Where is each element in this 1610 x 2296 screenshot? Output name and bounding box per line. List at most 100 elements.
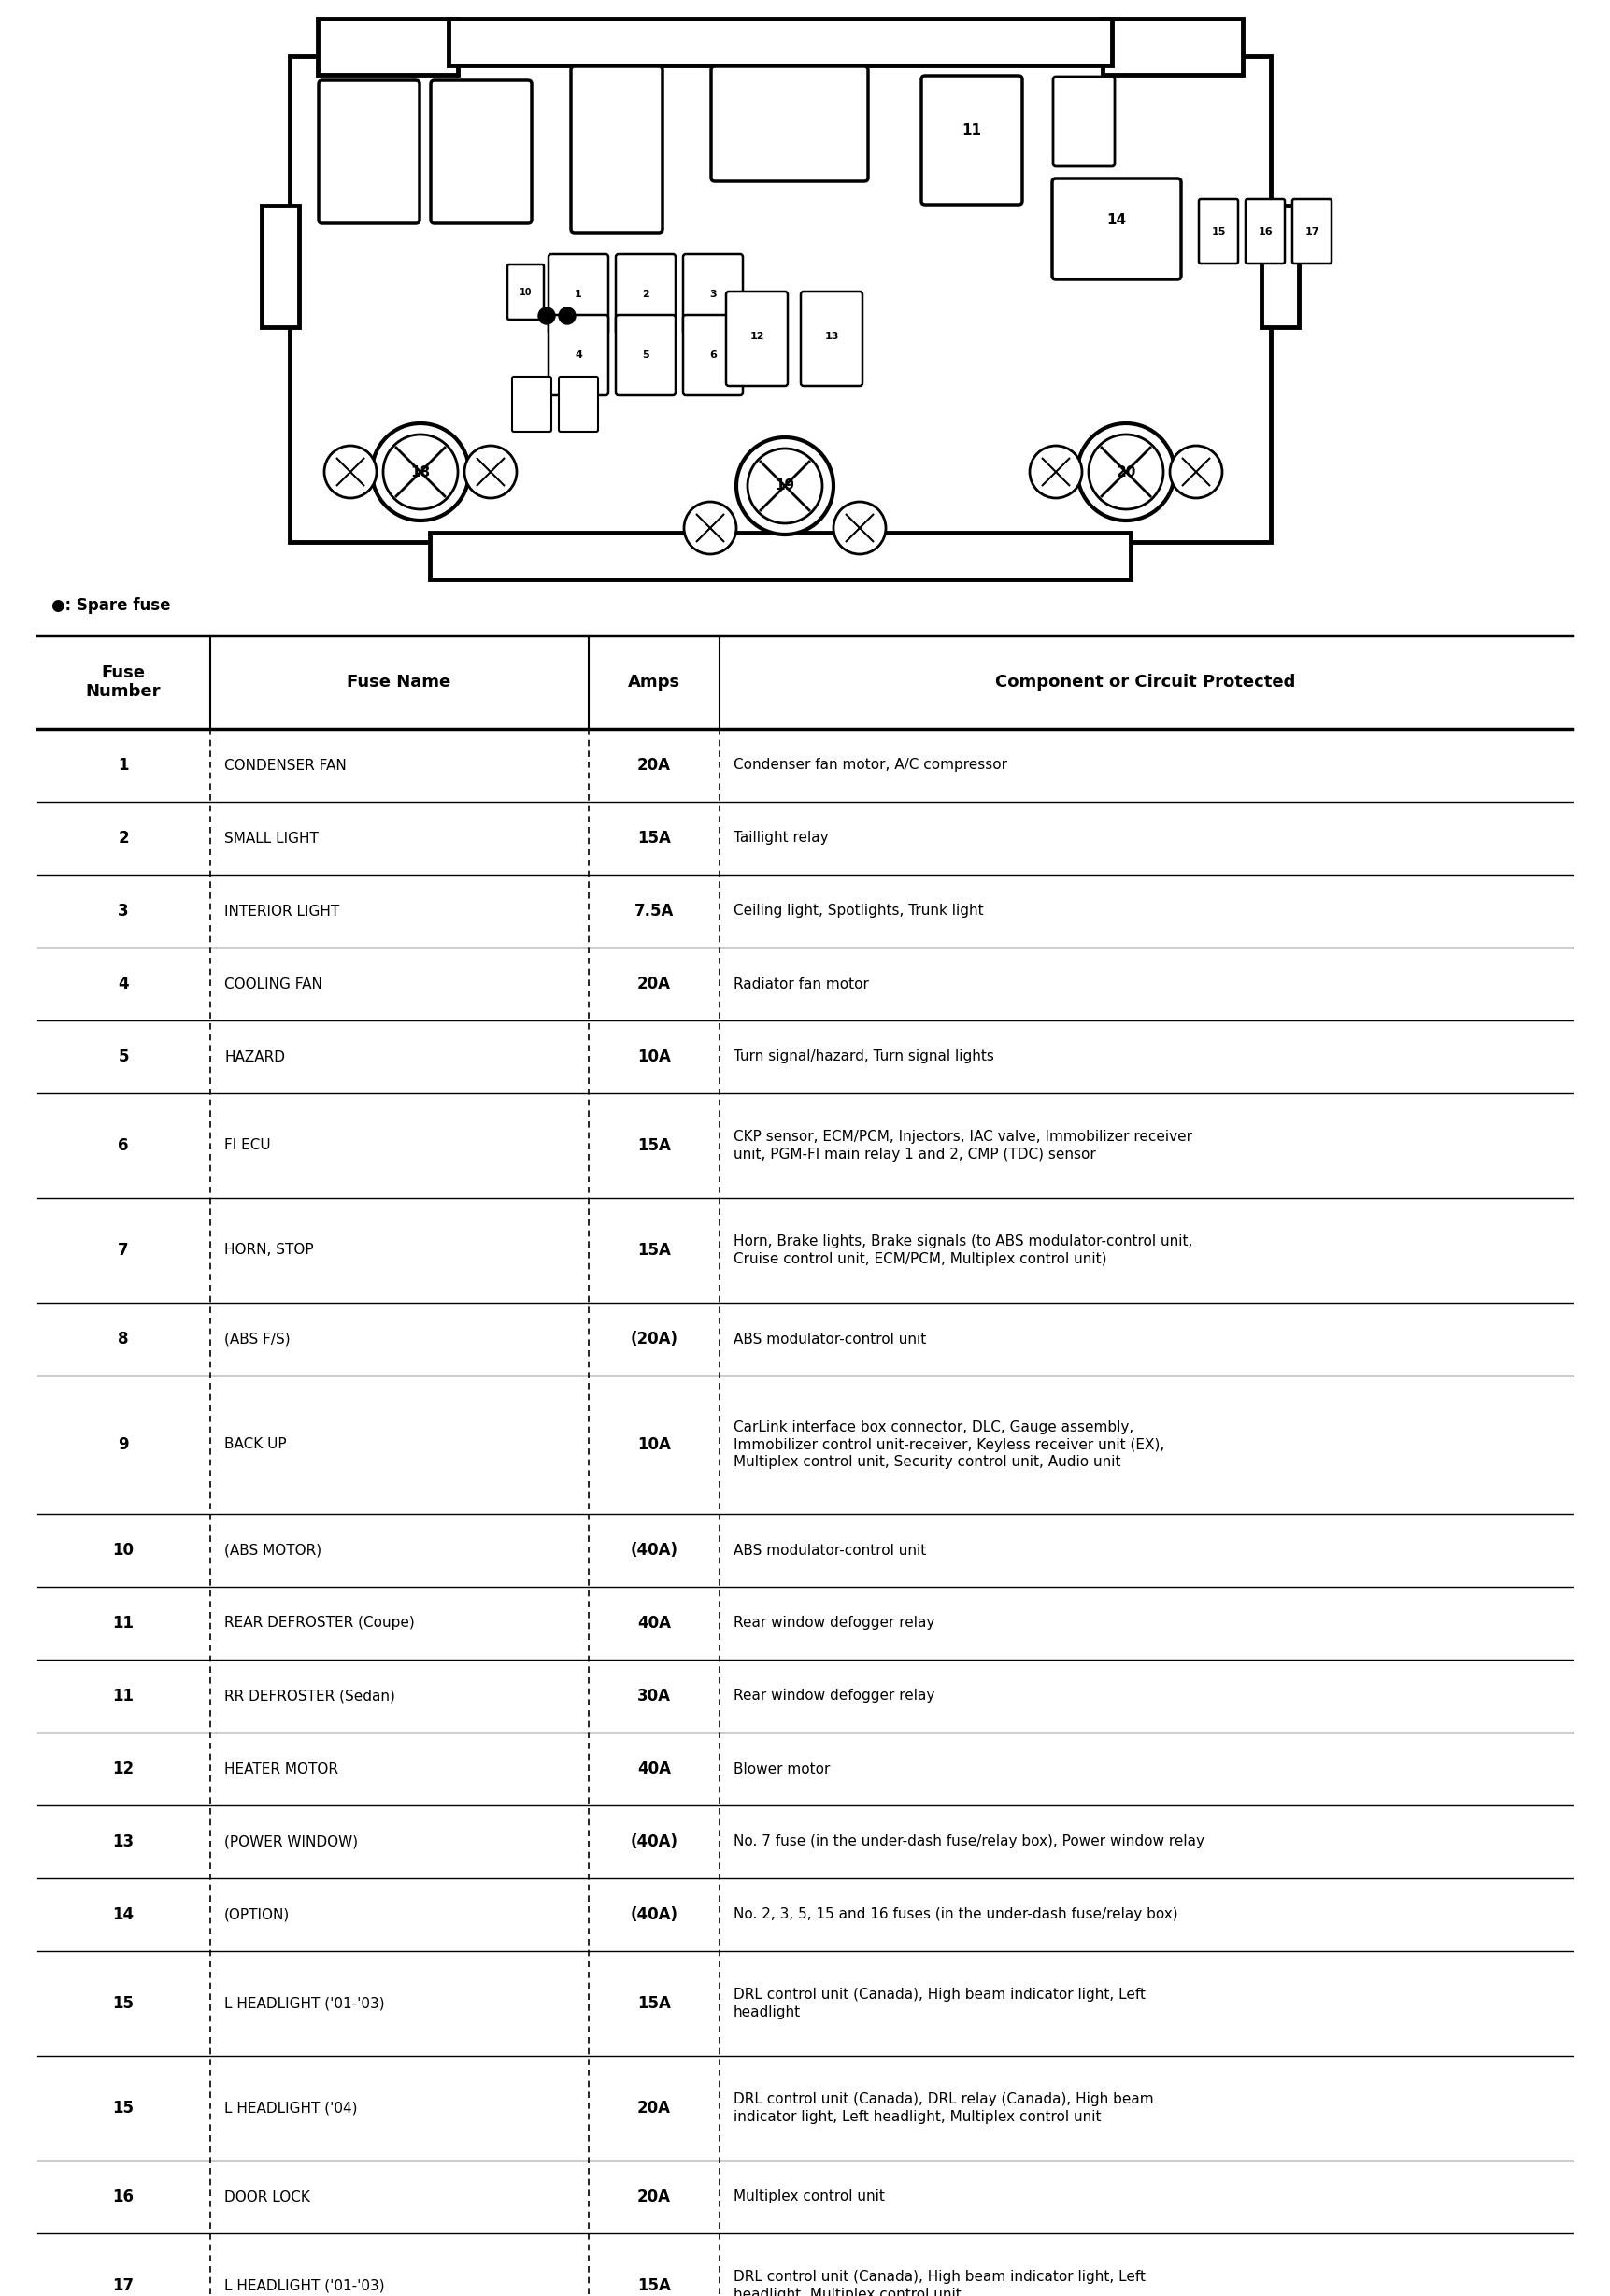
Text: 3: 3 [118,902,129,918]
Text: CKP sensor, ECM/PCM, Injectors, IAC valve, Immobilizer receiver
unit, PGM-FI mai: CKP sensor, ECM/PCM, Injectors, IAC valv… [734,1130,1193,1162]
Text: 16: 16 [1257,227,1272,236]
FancyBboxPatch shape [1053,179,1182,280]
Text: 11: 11 [113,1614,134,1632]
Text: HAZARD: HAZARD [224,1049,285,1063]
Text: 15: 15 [113,1995,134,2011]
Text: 2: 2 [118,829,129,847]
Text: 15A: 15A [638,2278,671,2294]
Text: 16: 16 [113,2188,134,2206]
Text: 13: 13 [113,1835,134,1851]
Circle shape [1088,434,1164,510]
Circle shape [464,445,517,498]
Text: 12: 12 [113,1761,134,1777]
Text: 14: 14 [1106,214,1127,227]
Text: Condenser fan motor, A/C compressor: Condenser fan motor, A/C compressor [734,758,1008,771]
Text: 1: 1 [575,289,583,298]
FancyBboxPatch shape [921,76,1022,204]
Text: REAR DEFROSTER (Coupe): REAR DEFROSTER (Coupe) [224,1616,415,1630]
Text: 15: 15 [1211,227,1225,236]
Text: 17: 17 [113,2278,134,2294]
Text: 20A: 20A [638,758,671,774]
Text: ABS modulator-control unit: ABS modulator-control unit [734,1543,926,1557]
Text: (OPTION): (OPTION) [224,1908,290,1922]
FancyBboxPatch shape [512,377,551,432]
Text: 6: 6 [118,1137,129,1155]
FancyBboxPatch shape [800,292,863,386]
Text: Taillight relay: Taillight relay [734,831,829,845]
Text: 4: 4 [118,976,129,992]
Circle shape [1170,445,1222,498]
Text: 10: 10 [520,287,533,296]
Text: Ceiling light, Spotlights, Trunk light: Ceiling light, Spotlights, Trunk light [734,905,984,918]
Text: Amps: Amps [628,673,681,691]
Text: L HEADLIGHT ('01-'03): L HEADLIGHT ('01-'03) [224,2278,385,2294]
Text: 9: 9 [118,1437,129,1453]
Text: RR DEFROSTER (Sedan): RR DEFROSTER (Sedan) [224,1690,394,1704]
Circle shape [1030,445,1082,498]
FancyBboxPatch shape [1053,76,1114,165]
Text: 20A: 20A [638,976,671,992]
Text: 19: 19 [774,480,795,494]
Text: 18: 18 [411,464,430,480]
Text: DRL control unit (Canada), High beam indicator light, Left
headlight: DRL control unit (Canada), High beam ind… [734,1988,1146,2018]
Text: Component or Circuit Protected: Component or Circuit Protected [995,673,1296,691]
Text: 14: 14 [113,1906,134,1924]
Circle shape [372,422,469,521]
Text: No. 7 fuse (in the under-dash fuse/relay box), Power window relay: No. 7 fuse (in the under-dash fuse/relay… [734,1835,1204,1848]
Text: 20A: 20A [638,2188,671,2206]
Text: ●: Spare fuse: ●: Spare fuse [52,597,171,613]
FancyBboxPatch shape [683,315,742,395]
Text: DOOR LOCK: DOOR LOCK [224,2190,311,2204]
Text: (20A): (20A) [630,1332,678,1348]
FancyBboxPatch shape [1293,200,1331,264]
Text: L HEADLIGHT ('01-'03): L HEADLIGHT ('01-'03) [224,1998,385,2011]
Text: 15A: 15A [638,1137,671,1155]
Text: 15A: 15A [638,1242,671,1258]
Bar [449,18,1113,64]
FancyBboxPatch shape [319,80,420,223]
FancyBboxPatch shape [559,377,597,432]
Text: FI ECU: FI ECU [224,1139,270,1153]
Text: 17: 17 [1304,227,1319,236]
Text: 5: 5 [118,1049,129,1065]
Text: SMALL LIGHT: SMALL LIGHT [224,831,319,845]
Bar [1262,207,1299,326]
Text: (40A): (40A) [630,1906,678,1924]
Bar [430,533,1130,579]
Text: 7: 7 [118,1242,129,1258]
Text: 1: 1 [118,758,129,774]
Text: HORN, STOP: HORN, STOP [224,1244,314,1258]
Text: L HEADLIGHT ('04): L HEADLIGHT ('04) [224,2101,357,2115]
Text: Rear window defogger relay: Rear window defogger relay [734,1690,935,1704]
Circle shape [747,448,823,523]
Bar [1103,18,1243,76]
Text: (40A): (40A) [630,1543,678,1559]
Text: 10A: 10A [638,1437,671,1453]
Bar [290,55,1270,542]
Text: Rear window defogger relay: Rear window defogger relay [734,1616,935,1630]
Text: 40A: 40A [638,1761,671,1777]
Text: 40A: 40A [638,1614,671,1632]
Text: 20: 20 [1116,464,1137,480]
Text: Fuse Name: Fuse Name [348,673,451,691]
Circle shape [684,503,736,553]
Text: 13: 13 [824,331,839,342]
Text: 2: 2 [642,289,649,298]
Text: Horn, Brake lights, Brake signals (to ABS modulator-control unit,
Cruise control: Horn, Brake lights, Brake signals (to AB… [734,1235,1193,1265]
Circle shape [383,434,457,510]
Text: 3: 3 [710,289,716,298]
Text: 7.5A: 7.5A [634,902,675,918]
Text: INTERIOR LIGHT: INTERIOR LIGHT [224,905,340,918]
Text: 6: 6 [710,351,716,360]
Text: Radiator fan motor: Radiator fan motor [734,978,869,992]
Text: 4: 4 [575,351,583,360]
Text: 10A: 10A [638,1049,671,1065]
Text: 15: 15 [113,2101,134,2117]
Circle shape [834,503,886,553]
Circle shape [1077,422,1175,521]
Circle shape [736,436,834,535]
FancyBboxPatch shape [683,255,742,335]
Text: DRL control unit (Canada), DRL relay (Canada), High beam
indicator light, Left h: DRL control unit (Canada), DRL relay (Ca… [734,2092,1154,2124]
Text: COOLING FAN: COOLING FAN [224,978,322,992]
Text: CONDENSER FAN: CONDENSER FAN [224,758,346,771]
